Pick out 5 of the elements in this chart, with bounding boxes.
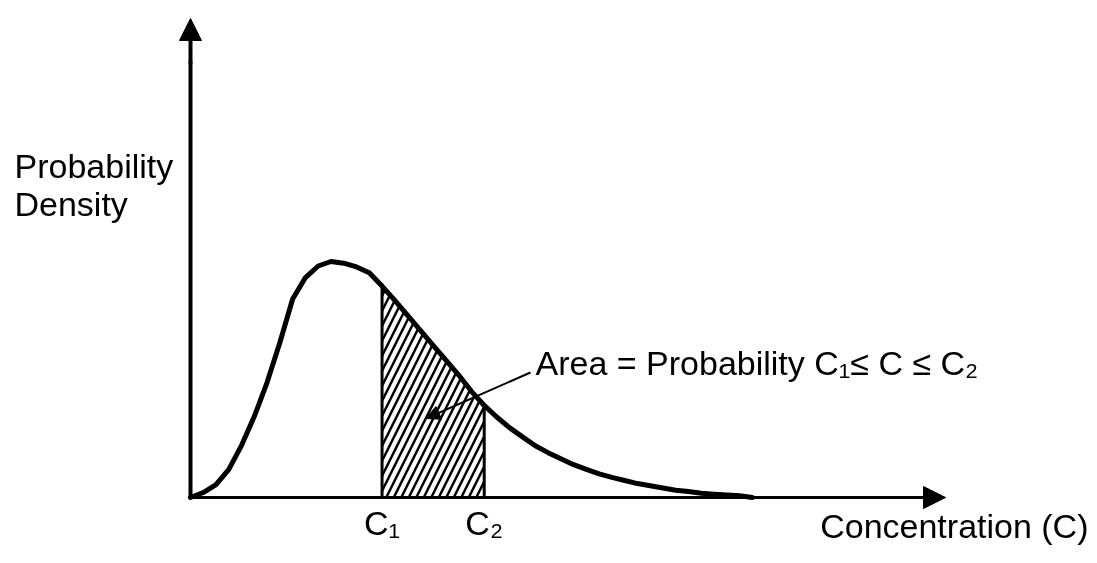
y-axis-title: Probability Density <box>14 146 174 223</box>
x-tick-label: C₂ <box>465 503 504 542</box>
annotation: Area = Probability C₁≤ C ≤ C₂ <box>535 343 979 382</box>
x-axis-title: Concentration (C) <box>820 506 1089 545</box>
x-tick-label: C₁ <box>364 503 401 542</box>
